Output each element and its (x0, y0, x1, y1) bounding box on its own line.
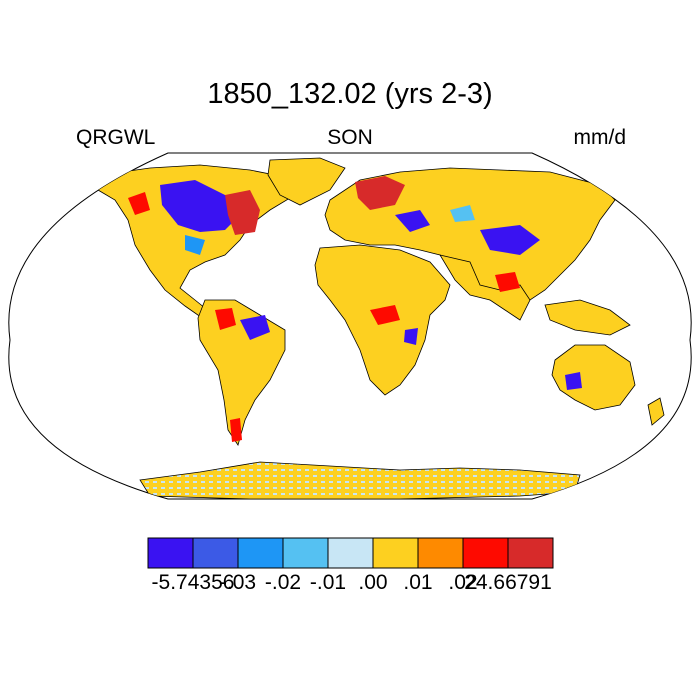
anomaly-alaska-positive (128, 192, 150, 215)
greenland (267, 157, 346, 206)
colorbar-box-1 (192, 537, 239, 569)
colorbar-label-1: -.03 (219, 571, 257, 594)
anomaly-quebec-positive (225, 190, 260, 235)
units-label: mm/d (573, 126, 627, 149)
colorbar-label-5: .01 (403, 571, 433, 594)
colorbar-label-7: 24.66791 (464, 571, 552, 594)
colorbar (147, 537, 554, 569)
antarctica (139, 461, 581, 499)
southeast-asia-islands (544, 299, 631, 336)
colorbar-label-3: -.01 (309, 571, 347, 594)
south-america (197, 299, 286, 446)
colorbar-label-4: .00 (358, 571, 388, 594)
colorbar-box-5 (372, 537, 419, 569)
anomaly-andes-positive (215, 308, 236, 330)
south-asia (439, 254, 531, 321)
anomaly-europe-negative (395, 210, 430, 232)
anomaly-asia-negative (480, 225, 540, 255)
colorbar-box-3 (282, 537, 329, 569)
season-label: SON (327, 126, 373, 149)
colorbar-box-0 (147, 537, 194, 569)
eurasia (324, 167, 616, 301)
anomaly-scandinavia-positive (355, 176, 405, 210)
australia (551, 344, 636, 411)
colorbar-box-7 (462, 537, 509, 569)
variable-label: QRGWL (76, 126, 156, 149)
anomaly-amazon-negative (240, 315, 270, 340)
colorbar-box-2 (237, 537, 284, 569)
anomaly-africa-positive (370, 305, 400, 325)
map-title: 1850_132.02 (yrs 2-3) (207, 78, 493, 110)
colorbar-box-4 (327, 537, 374, 569)
anomaly-patagonia-positive (230, 418, 242, 442)
anomaly-asia-light (450, 205, 475, 222)
colorbar-label-2: -.02 (264, 571, 302, 594)
colorbar-box-8 (507, 537, 554, 569)
colorbar-label-6: .02 (448, 571, 478, 594)
anomaly-canada-negative (160, 180, 240, 232)
new-zealand (647, 397, 665, 426)
anomaly-australia-negative (565, 372, 582, 390)
anomaly-india-positive (495, 272, 520, 292)
anomaly-canada-negative-light (185, 235, 205, 255)
colorbar-box-6 (417, 537, 464, 569)
colorbar-label-0: -5.74356 (151, 571, 235, 594)
anomaly-africa-negative (404, 328, 418, 345)
